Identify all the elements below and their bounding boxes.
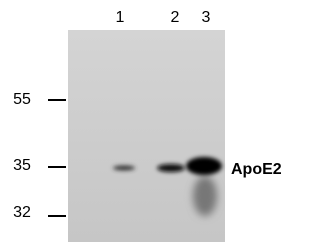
smear-lane-3 [193,176,217,216]
marker-label: 55 [13,91,31,108]
page: 1 2 3 55 35 32 ApoE2 (() => { const data… [0,0,320,242]
band-lane-1 [113,166,135,171]
marker-label: 32 [13,204,31,221]
lane-label: 2 [171,9,180,26]
lane-label: 3 [202,9,211,26]
lane-label: 1 [116,9,125,26]
band-lane-3 [186,157,222,175]
band-label: ApoE2 [231,161,282,178]
blot-figure: 1 2 3 55 35 32 ApoE2 [0,0,300,242]
band-lane-2 [157,164,185,172]
marker-label: 35 [13,157,31,174]
